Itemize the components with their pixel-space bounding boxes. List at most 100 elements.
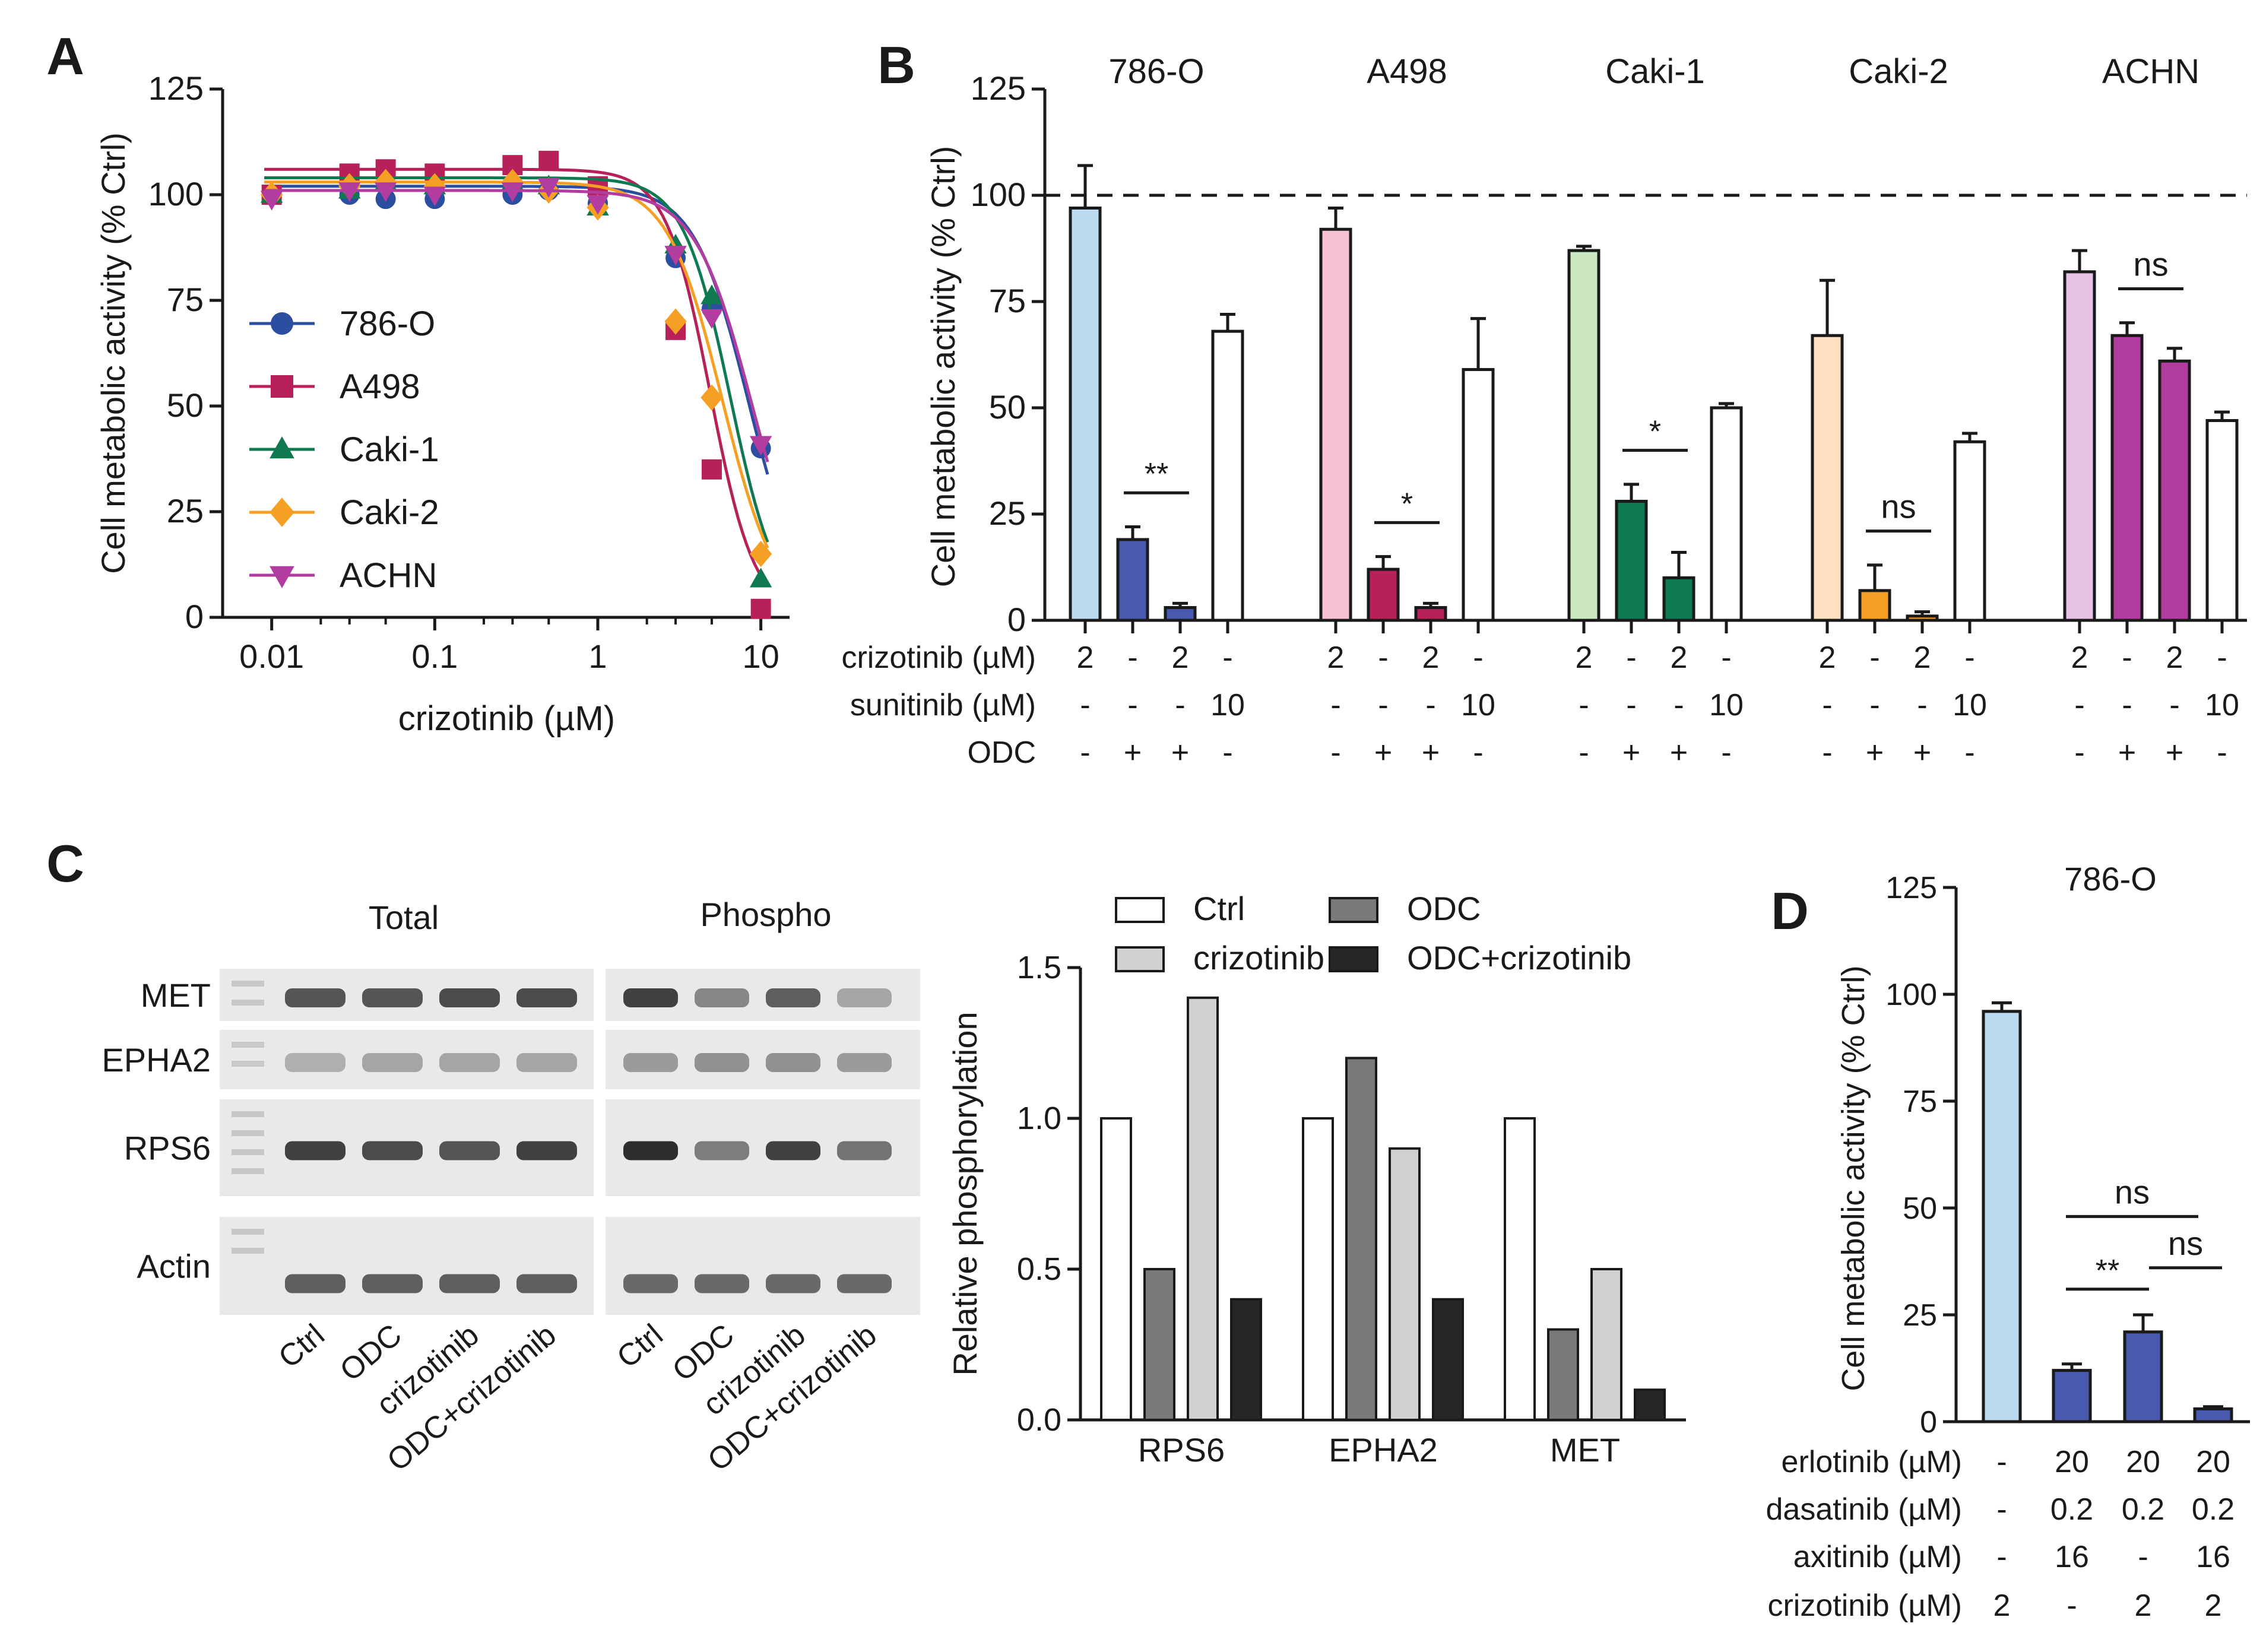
blot-band [439, 988, 500, 1007]
panel-b-condition-value: - [1330, 735, 1340, 770]
panel-b-condition-value: - [1917, 688, 1927, 722]
marker-triangle-down [338, 182, 361, 202]
panel-b-bar [1811, 334, 1844, 622]
panel-b-condition-value: + [1171, 735, 1189, 770]
marker-triangle-down [587, 195, 609, 215]
panel-b-condition-value: + [1913, 735, 1931, 770]
marker-triangle-up [270, 436, 294, 459]
panel-b-condition-value: 10 [1210, 688, 1245, 722]
panel-b-error-bar [1220, 312, 1235, 332]
blot-band [766, 1141, 820, 1160]
panel-letter-c: C [46, 834, 84, 893]
panel-b-condition-value: 10 [1709, 688, 1744, 722]
panel-b-condition-value: - [1330, 688, 1340, 722]
panel-b-bar [1462, 368, 1495, 622]
panel-b-y-label: Cell metabolic activity (% Ctrl) [924, 146, 962, 588]
panel-b-error-bar [1576, 245, 1592, 251]
panel-c-y-axis-tick-label: 0.5 [1017, 1251, 1061, 1287]
panel-a-x-tick-label: 1 [588, 638, 607, 675]
panel-a-series-786-o [261, 180, 771, 475]
legend-swatch [1115, 897, 1165, 923]
panel-b-condition-value: 2 [1671, 640, 1688, 675]
panel-c-y-axis-tick-label: 1.5 [1017, 950, 1061, 985]
blot-total-actin [220, 1217, 594, 1315]
panel-d-significance-1-3-label: ns [2115, 1173, 2150, 1210]
panel-b-condition-value: - [2217, 640, 2227, 675]
blot-total-epha2 [220, 1030, 594, 1089]
panel-b-error-bar [1375, 555, 1391, 570]
marker-triangle-down [537, 178, 560, 198]
panel-b-y-axis-tick-label: 100 [971, 176, 1026, 213]
panel-c-legend-label: ODC [1407, 890, 1481, 927]
panel-a-legend-item: Caki-1 [249, 430, 439, 469]
blot-total-met [220, 969, 594, 1021]
panel-b-condition-value: 2 [2166, 640, 2183, 675]
panel-b-group-achn [2063, 270, 2239, 622]
blot-band [439, 1053, 500, 1072]
panel-c-bar [1504, 1117, 1536, 1421]
panel-b-error-bar [1328, 206, 1343, 230]
blot-band [695, 1053, 749, 1072]
blot-band [516, 988, 577, 1007]
panel-b-condition-value: 2 [1819, 640, 1836, 675]
blot-band [439, 1274, 500, 1293]
panel-d-condition-value: 0.2 [2050, 1492, 2093, 1527]
panel-b-bar [2158, 359, 2191, 622]
marker-triangle-down [374, 182, 397, 202]
panel-b-condition-value: + [1374, 735, 1392, 770]
panel-b-significance-label: ** [1145, 457, 1168, 492]
panel-d-condition-value: 16 [2196, 1540, 2230, 1574]
panel-b-error-bar [2072, 249, 2087, 272]
blot-band [516, 1053, 577, 1072]
panel-b-y-axis-tick-label: 125 [971, 69, 1026, 107]
panel-c-y-label: Relative phosphorylation [946, 1012, 984, 1375]
panel-b-condition-value: + [2118, 735, 2136, 770]
panel-b-condition-value: - [1626, 640, 1636, 675]
panel-b-y-axis-tick-label: 25 [989, 494, 1026, 532]
blot-band [516, 1141, 577, 1160]
panel-b-bar [2205, 418, 2239, 622]
panel-d-y-label: Cell metabolic activity (% Ctrl) [1836, 965, 1871, 1391]
panel-d-significance-2-3-label: ns [2168, 1225, 2203, 1262]
blot-band [837, 1274, 892, 1293]
blot-band [837, 1053, 892, 1072]
panel-d-y-axis-tick-label: 0 [1920, 1405, 1937, 1439]
panel-a-legend-item: A498 [249, 367, 420, 406]
blot-row-label: MET [141, 976, 211, 1014]
panel-b-bar [1164, 606, 1197, 622]
blot-band [516, 1274, 577, 1293]
blot-header-phospho: Phospho [700, 896, 831, 933]
blot-ladder-band [232, 1248, 264, 1254]
panel-b-condition-value: - [1378, 688, 1388, 722]
panel-b-bar [1953, 440, 1986, 622]
panel-a-series-caki-1 [260, 170, 772, 588]
panel-b-condition-label: sunitinib (µM) [850, 688, 1036, 722]
blot-band [285, 988, 346, 1007]
blot-ladder-band [232, 1168, 264, 1174]
panel-b-condition-value: - [2217, 735, 2227, 770]
panel-b-condition-value: - [1222, 735, 1232, 770]
panel-b-condition-value: 2 [1077, 640, 1094, 675]
panel-b-significance-label: ns [1881, 488, 1916, 525]
panel-b-significance-label: * [1649, 415, 1661, 449]
blot-total-rps6 [220, 1099, 594, 1196]
marker-triangle-down [270, 566, 294, 588]
blot-phospho-epha2 [606, 1030, 920, 1089]
panel-a-x-tick-label: 0.01 [239, 638, 304, 675]
panel-b-bar [1567, 249, 1600, 622]
panel-b-condition-value: - [1869, 640, 1880, 675]
panel-c-category-label: RPS6 [1138, 1431, 1225, 1469]
panel-b-condition-value: + [1670, 735, 1688, 770]
panel-b-bar [1858, 589, 1891, 622]
blot-membrane [220, 1217, 594, 1315]
blot-membrane [606, 1217, 920, 1315]
blot-ladder-band [232, 1061, 264, 1067]
blot-band [623, 1053, 678, 1072]
panel-b-error-bar [1125, 525, 1140, 540]
panel-c-legend-item: crizotinib [1115, 939, 1324, 976]
panel-d-condition-value: - [2067, 1588, 2077, 1623]
panel-d-y-axis-tick-label: 125 [1885, 871, 1937, 905]
panel-d-condition-label: axitinib (µM) [1793, 1540, 1962, 1574]
panel-d-condition-value: - [1996, 1492, 2007, 1527]
